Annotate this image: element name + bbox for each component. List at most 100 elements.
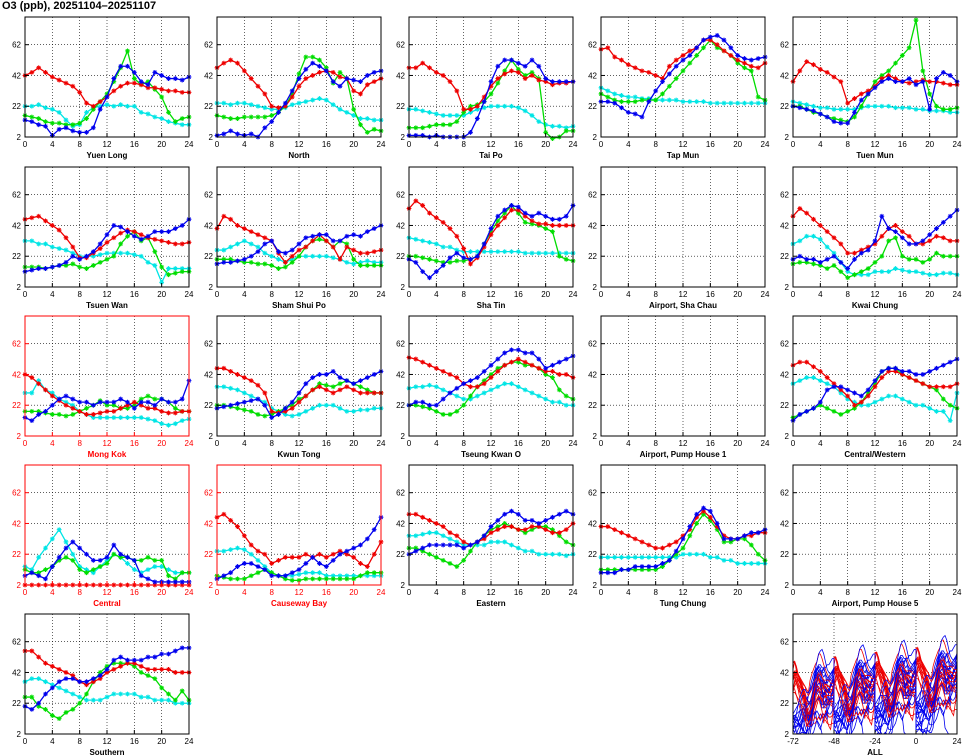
data-point-blue	[940, 219, 946, 225]
data-point-blue	[673, 548, 679, 554]
station-label: Tap Mun	[667, 151, 699, 160]
data-point-cyan	[454, 539, 460, 545]
data-point-green	[721, 539, 727, 545]
data-point-green	[543, 524, 549, 529]
tick-label-x: 24	[953, 290, 962, 299]
data-point-blue	[29, 706, 35, 712]
data-point-cyan	[797, 378, 803, 384]
data-point-green	[317, 576, 322, 582]
data-point-blue	[172, 648, 178, 654]
data-point-red	[125, 80, 130, 86]
data-point-green	[337, 69, 343, 75]
data-point-cyan	[235, 545, 240, 551]
data-point-blue	[255, 396, 261, 402]
data-point-blue	[748, 57, 754, 63]
data-point-red	[865, 393, 871, 399]
data-point-green	[872, 381, 878, 387]
data-point-cyan	[872, 399, 878, 405]
data-point-red	[461, 106, 467, 112]
data-point-cyan	[282, 412, 288, 417]
data-point-cyan	[49, 682, 55, 688]
data-point-blue	[605, 570, 611, 576]
tick-label-y: 42	[12, 221, 21, 230]
tick-label-x: 8	[77, 737, 82, 746]
data-point-blue	[632, 111, 638, 117]
tick-label-y: 2	[17, 432, 22, 441]
data-point-red	[255, 83, 261, 89]
data-point-green	[495, 524, 501, 529]
data-point-green	[454, 408, 460, 414]
data-point-red	[447, 79, 453, 85]
data-point-blue	[660, 79, 665, 85]
data-point-red	[289, 405, 295, 411]
data-point-red	[735, 57, 741, 63]
data-point-blue	[481, 241, 487, 247]
data-point-blue	[625, 567, 631, 573]
data-point-red	[906, 375, 912, 380]
data-point-green	[427, 405, 432, 411]
data-point-blue	[639, 114, 645, 120]
data-point-cyan	[221, 548, 227, 554]
data-point-red	[673, 539, 679, 545]
data-point-blue	[221, 259, 227, 265]
data-point-cyan	[104, 694, 110, 700]
tick-label-x: 24	[185, 439, 194, 448]
data-point-blue	[515, 204, 521, 210]
data-point-cyan	[323, 573, 329, 579]
data-point-blue	[666, 71, 672, 77]
data-point-blue	[330, 557, 336, 563]
data-point-blue	[269, 238, 275, 244]
data-point-blue	[364, 229, 370, 235]
data-point-blue	[172, 399, 178, 405]
data-point-cyan	[351, 261, 357, 267]
data-point-cyan	[172, 570, 178, 576]
data-point-blue	[138, 236, 144, 242]
data-point-green	[152, 249, 158, 255]
tick-label-x: 8	[845, 588, 850, 597]
data-point-blue	[612, 100, 618, 106]
data-point-blue	[282, 250, 288, 256]
data-point-green	[852, 272, 857, 278]
data-point-blue	[77, 545, 83, 551]
tick-label-y: 2	[17, 283, 22, 292]
data-point-cyan	[358, 259, 363, 265]
data-point-cyan	[474, 249, 480, 255]
data-point-cyan	[481, 390, 487, 396]
data-point-red	[433, 365, 439, 371]
data-point-cyan	[138, 415, 144, 420]
data-point-cyan	[536, 551, 542, 557]
data-point-blue	[43, 576, 48, 582]
data-point-red	[838, 387, 844, 393]
data-point-blue	[838, 384, 844, 390]
tick-label-x: 12	[103, 290, 112, 299]
data-point-blue	[330, 79, 336, 85]
tick-label-x: 24	[185, 588, 194, 597]
data-point-green	[550, 527, 555, 533]
data-point-green	[899, 53, 905, 58]
data-point-cyan	[536, 119, 542, 125]
data-point-blue	[563, 508, 569, 514]
data-point-blue	[56, 679, 62, 685]
data-point-green	[145, 554, 151, 560]
data-point-red	[680, 533, 686, 539]
data-point-cyan	[125, 103, 130, 109]
data-point-blue	[90, 557, 96, 563]
data-point-red	[282, 259, 288, 265]
data-point-red	[433, 521, 439, 526]
tick-label-y: 2	[401, 432, 406, 441]
data-point-cyan	[63, 539, 69, 545]
data-point-green	[440, 412, 446, 417]
data-point-cyan	[172, 700, 178, 706]
data-point-red	[43, 69, 48, 75]
data-point-cyan	[509, 249, 514, 255]
tick-label-y: 2	[785, 133, 790, 142]
data-point-red	[104, 670, 110, 675]
data-point-green	[872, 259, 878, 265]
data-point-red	[707, 514, 713, 520]
tick-label-x: 20	[157, 439, 166, 448]
data-point-red	[811, 364, 816, 370]
tick-label-x: 24	[953, 588, 962, 597]
data-point-green	[940, 396, 946, 402]
